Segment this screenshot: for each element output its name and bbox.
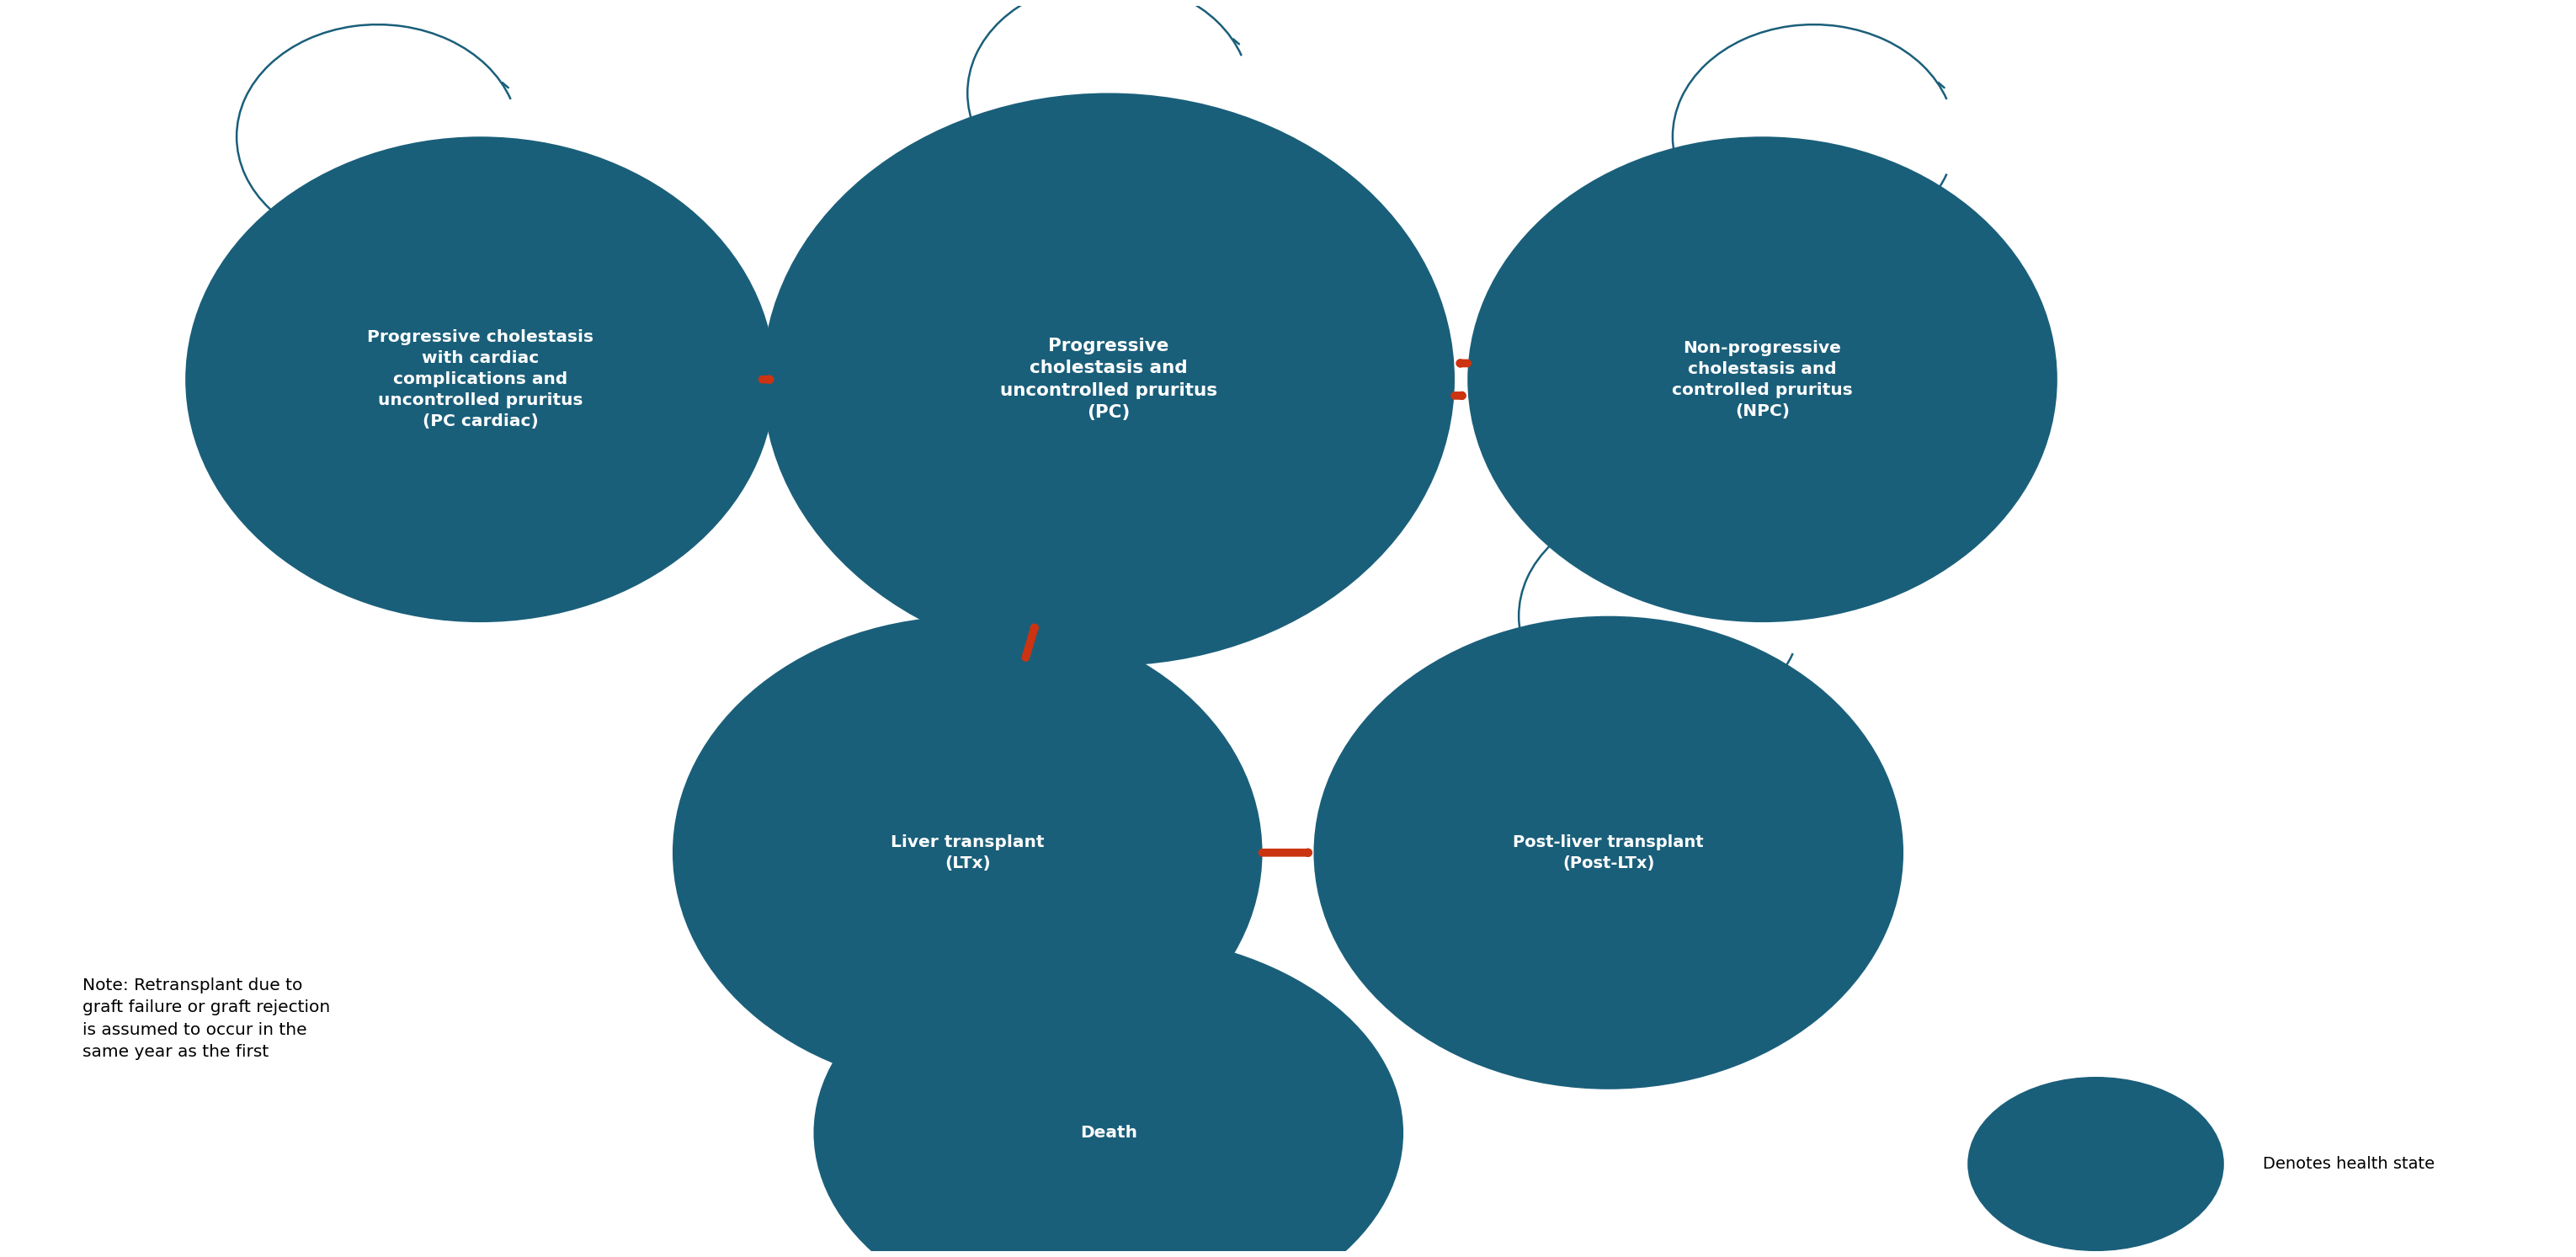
- Ellipse shape: [814, 934, 1404, 1257]
- Text: Post-liver transplant
(Post-LTx): Post-liver transplant (Post-LTx): [1512, 835, 1703, 871]
- Ellipse shape: [185, 137, 775, 622]
- Text: Denotes health state: Denotes health state: [2262, 1156, 2434, 1172]
- Ellipse shape: [1968, 1077, 2223, 1251]
- Ellipse shape: [762, 93, 1455, 666]
- Ellipse shape: [1468, 137, 2058, 622]
- Text: Note: Retransplant due to
graft failure or graft rejection
is assumed to occur i: Note: Retransplant due to graft failure …: [82, 977, 330, 1060]
- Text: Liver transplant
(LTx): Liver transplant (LTx): [891, 835, 1043, 871]
- Ellipse shape: [672, 616, 1262, 1090]
- Text: Progressive
cholestasis and
uncontrolled pruritus
(PC): Progressive cholestasis and uncontrolled…: [999, 338, 1216, 421]
- FancyArrowPatch shape: [1020, 938, 1231, 1089]
- Text: Death: Death: [1079, 1125, 1136, 1141]
- Text: Non-progressive
cholestasis and
controlled pruritus
(NPC): Non-progressive cholestasis and controll…: [1672, 339, 1852, 419]
- Ellipse shape: [1314, 616, 1904, 1090]
- Text: Progressive cholestasis
with cardiac
complications and
uncontrolled pruritus
(PC: Progressive cholestasis with cardiac com…: [366, 329, 592, 430]
